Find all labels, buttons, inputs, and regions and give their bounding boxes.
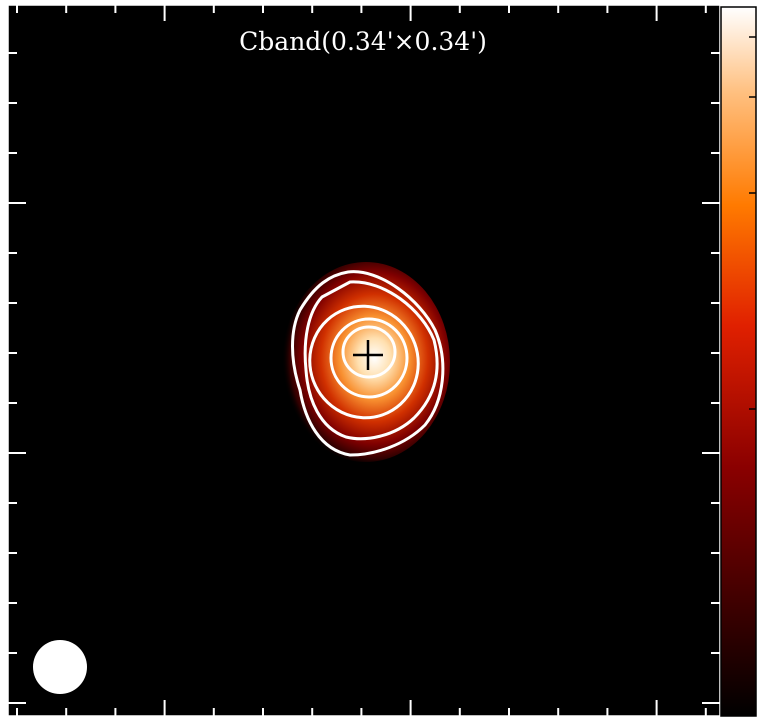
colorbar xyxy=(720,6,757,717)
title: Cband(0.34'×0.34') xyxy=(239,27,487,56)
contour xyxy=(291,270,445,457)
contour xyxy=(341,325,397,379)
contour xyxy=(308,304,420,420)
contour xyxy=(303,280,439,441)
frame xyxy=(7,4,721,717)
source-marker xyxy=(353,340,383,370)
axis-ticks xyxy=(8,5,720,716)
contours xyxy=(291,270,445,457)
contour xyxy=(329,317,409,399)
source-emission xyxy=(282,262,450,462)
beam xyxy=(33,640,87,694)
colorbar-ticks xyxy=(749,36,756,410)
